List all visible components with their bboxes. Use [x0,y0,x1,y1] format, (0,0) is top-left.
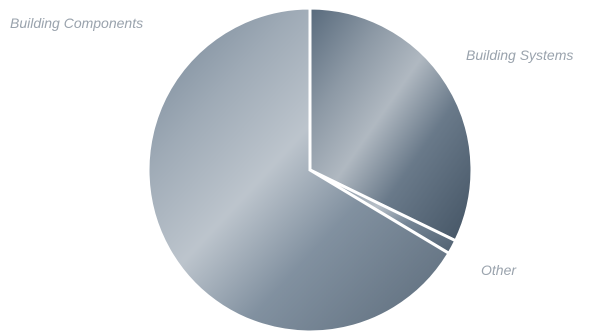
pie-slice-building-components-highlight [146,6,451,333]
slice-label-other: Other [481,262,517,278]
slice-label-building-systems: Building Systems [466,47,574,63]
pie-slice-building-systems-highlight [308,6,474,243]
slice-label-building-components: Building Components [10,15,144,31]
